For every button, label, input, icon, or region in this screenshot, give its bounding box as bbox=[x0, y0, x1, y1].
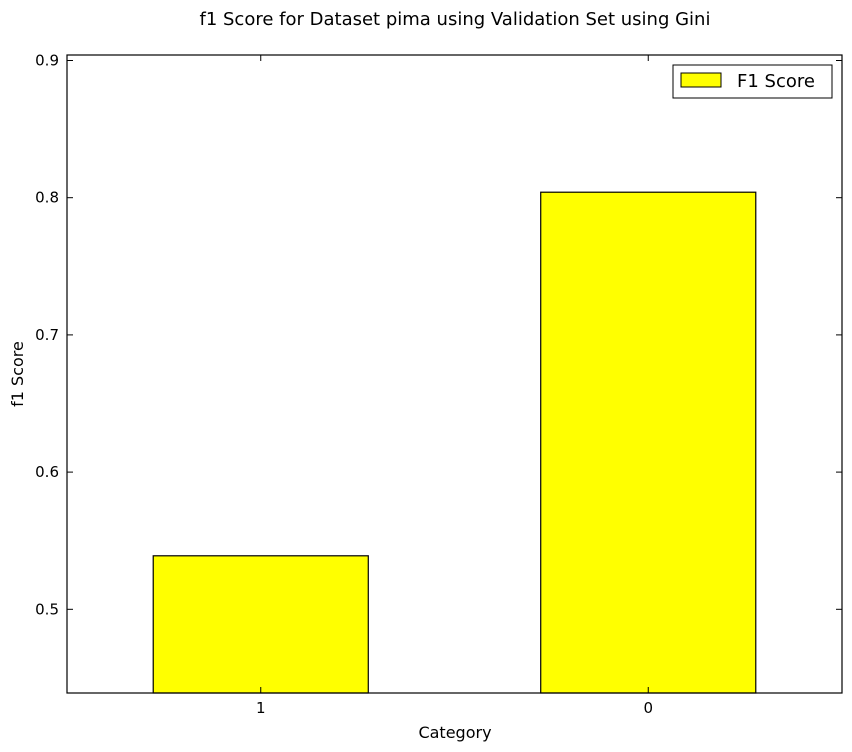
y-tick-label: 0.6 bbox=[35, 463, 59, 481]
bars-group bbox=[152, 191, 757, 694]
legend-swatch bbox=[680, 72, 722, 88]
legend: F1 Score bbox=[672, 64, 833, 99]
legend-label: F1 Score bbox=[737, 71, 815, 92]
x-tick-label: 0 bbox=[643, 699, 653, 717]
plot-frame bbox=[66, 54, 843, 694]
y-axis-label: f1 Score bbox=[8, 341, 27, 407]
bar-1 bbox=[152, 555, 369, 694]
x-axis-label: Category bbox=[418, 723, 491, 742]
chart-title: f1 Score for Dataset pima using Validati… bbox=[200, 9, 711, 30]
y-tick-label: 0.8 bbox=[35, 189, 59, 207]
y-tick-label: 0.7 bbox=[35, 326, 59, 344]
y-tick-label: 0.5 bbox=[35, 600, 59, 618]
y-tick-label: 0.9 bbox=[35, 51, 59, 69]
x-tick-label: 1 bbox=[256, 699, 266, 717]
y-axis: 0.5 0.6 0.7 0.8 0.9 bbox=[35, 51, 842, 618]
bar-0 bbox=[540, 191, 757, 694]
